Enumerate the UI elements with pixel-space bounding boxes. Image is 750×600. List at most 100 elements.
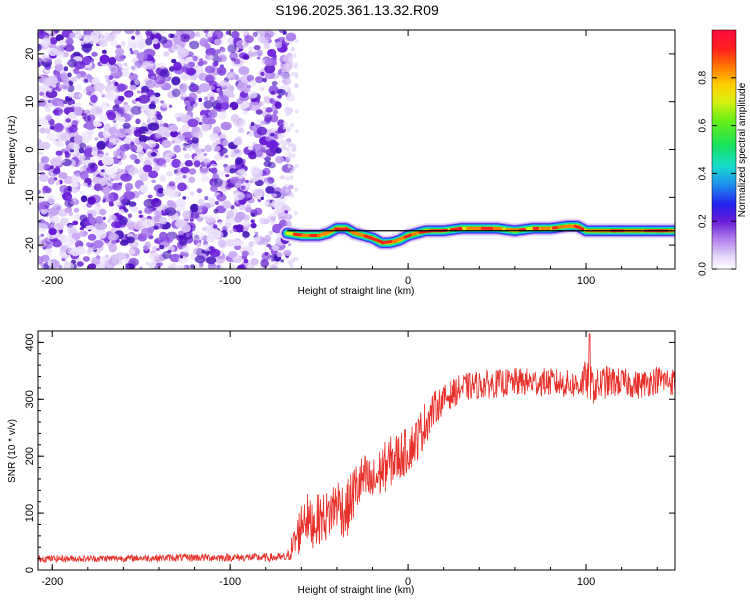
noise-speck (213, 178, 223, 187)
noise-speck (127, 213, 133, 218)
noise-speck (271, 193, 278, 198)
noise-speck (96, 203, 101, 208)
noise-speck (53, 177, 58, 181)
noise-speck (216, 193, 227, 202)
noise-speck (248, 46, 254, 51)
noise-speck (216, 87, 221, 92)
noise-speck (109, 214, 117, 221)
noise-speck (204, 96, 209, 101)
noise-speck (58, 172, 68, 179)
noise-speck (100, 169, 105, 173)
noise-speck (263, 160, 272, 167)
noise-speck (219, 80, 228, 88)
noise-speck (39, 91, 44, 96)
noise-speck (129, 84, 137, 91)
noise-speck (192, 227, 196, 232)
noise-speck (121, 41, 126, 47)
noise-speck (44, 241, 53, 249)
noise-speck (235, 169, 247, 179)
noise-speck (67, 92, 75, 98)
spectrogram-plot-area (38, 30, 675, 269)
noise-speck (173, 36, 182, 44)
noise-speck (119, 116, 126, 123)
noise-speck (215, 49, 221, 54)
noise-speck (148, 170, 159, 179)
noise-speck (76, 73, 82, 79)
noise-speck (217, 54, 228, 63)
spectrogram-y-label: Frequency (Hz) (7, 116, 18, 185)
noise-speck (214, 215, 220, 220)
noise-speck (196, 90, 202, 94)
noise-speck (294, 256, 299, 262)
noise-speck (131, 35, 136, 40)
noise-speck (114, 53, 126, 62)
noise-speck (243, 258, 249, 264)
noise-speck (38, 162, 46, 172)
noise-speck (244, 35, 255, 44)
noise-speck (180, 33, 191, 43)
colorbar-tick-label: 0.6 (698, 118, 709, 132)
noise-speck (45, 128, 51, 134)
noise-speck (79, 226, 85, 231)
noise-speck (38, 151, 44, 156)
noise-speck (252, 143, 264, 153)
spectrogram-x-label: Height of straight line (km) (298, 286, 415, 297)
noise-speck (129, 248, 136, 255)
noise-speck (119, 239, 129, 246)
noise-speck (208, 91, 214, 96)
noise-speck (268, 230, 273, 235)
noise-speck (74, 213, 82, 221)
noise-speck (210, 203, 215, 208)
noise-speck (175, 198, 186, 207)
noise-speck (197, 209, 203, 214)
noise-speck (228, 250, 238, 258)
noise-speck (177, 264, 185, 269)
noise-speck (171, 58, 177, 64)
colorbar-ticks: 0.0 0.2 0.4 0.6 0.8 (698, 70, 736, 276)
noise-speck (125, 65, 130, 70)
noise-speck (213, 208, 219, 214)
noise-speck (107, 218, 112, 224)
noise-speck (290, 263, 294, 268)
noise-speck (173, 61, 182, 71)
noise-speck (79, 170, 89, 180)
noise-speck (105, 34, 115, 42)
noise-speck (243, 110, 248, 115)
noise-speck (247, 145, 254, 151)
noise-speck (193, 160, 201, 168)
noise-speck (86, 242, 92, 248)
noise-speck (49, 165, 54, 170)
noise-speck (49, 37, 58, 45)
noise-speck (173, 145, 182, 153)
noise-speck (222, 140, 230, 147)
noise-speck (275, 155, 285, 164)
noise-speck (72, 220, 79, 226)
colorbar-tick-label: 0.8 (698, 70, 709, 84)
noise-speck (147, 194, 153, 199)
noise-speck (112, 182, 123, 191)
noise-speck (198, 121, 203, 125)
noise-speck (247, 84, 252, 89)
noise-speck (201, 175, 209, 183)
noise-speck (189, 232, 194, 236)
colorbar: 0.0 0.2 0.4 0.6 0.8 Normalized spectral ampl… (698, 29, 748, 276)
noise-speck (181, 124, 190, 133)
noise-speck (156, 248, 160, 251)
noise-speck (227, 73, 233, 79)
noise-speck (239, 102, 248, 110)
noise-speck (64, 207, 73, 214)
noise-speck (203, 30, 209, 34)
noise-speck (264, 58, 276, 67)
noise-speck (102, 186, 111, 195)
noise-speck (214, 38, 225, 46)
noise-speck (212, 126, 221, 134)
noise-speck (216, 94, 229, 104)
noise-speck (38, 235, 41, 240)
noise-speck (59, 132, 70, 142)
noise-speck (156, 114, 163, 120)
noise-speck (236, 40, 248, 49)
noise-speck (271, 93, 279, 99)
noise-speck (204, 215, 215, 224)
noise-speck (143, 105, 151, 112)
noise-speck (85, 110, 91, 115)
